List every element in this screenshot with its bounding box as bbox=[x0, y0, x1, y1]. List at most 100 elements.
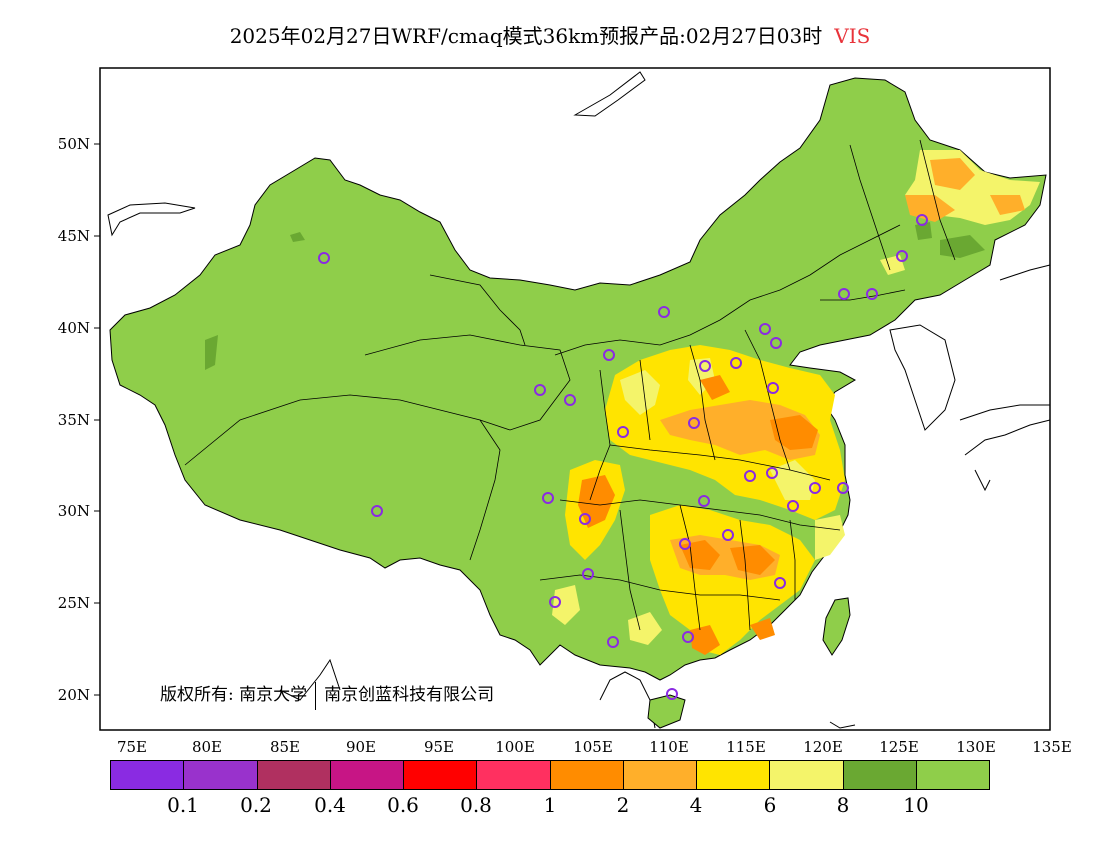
colorbar-segment bbox=[477, 761, 551, 789]
lat-label: 35N bbox=[57, 411, 90, 429]
lon-label: 135E bbox=[1032, 738, 1072, 756]
lat-label: 40N bbox=[57, 319, 90, 337]
area-xinjiang-dark-green bbox=[205, 232, 305, 370]
station-marker bbox=[666, 688, 678, 700]
area-north-plain-deep-orange bbox=[700, 375, 818, 450]
area-south-light-yellow bbox=[552, 585, 662, 645]
lon-label: 130E bbox=[956, 738, 996, 756]
lat-label: 20N bbox=[57, 686, 90, 704]
station-marker bbox=[770, 337, 782, 349]
colorbar-segment bbox=[404, 761, 478, 789]
station-marker bbox=[371, 505, 383, 517]
station-marker bbox=[607, 636, 619, 648]
lon-label: 95E bbox=[423, 738, 455, 756]
coastline-caspian bbox=[107, 202, 196, 237]
coastline-south bbox=[279, 658, 341, 701]
colorbar-tick-label: 0.1 bbox=[167, 793, 199, 817]
station-marker bbox=[787, 500, 799, 512]
colorbar-tick-label: 2 bbox=[616, 793, 630, 817]
area-northeast-orange bbox=[905, 158, 1025, 222]
coastline-philippines bbox=[829, 721, 856, 729]
colorbar-tick-label: 1 bbox=[543, 793, 557, 817]
lon-label: 80E bbox=[191, 738, 223, 756]
lon-label: 110E bbox=[649, 738, 689, 756]
province-borders bbox=[184, 139, 956, 631]
colorbar-segment bbox=[623, 761, 697, 789]
area-east-coast-yellow bbox=[815, 515, 845, 560]
map-title-text: 2025年02月27日WRF/cmaq模式36km预报产品:02月27日03时 bbox=[229, 24, 823, 48]
station-marker bbox=[767, 382, 779, 394]
colorbar-tick-label: 6 bbox=[763, 793, 777, 817]
station-marker bbox=[730, 357, 742, 369]
copyright-company: 南京创蓝科技有限公司 bbox=[324, 685, 495, 705]
station-marker bbox=[318, 252, 330, 264]
colorbar-tick-label: 0.8 bbox=[460, 793, 492, 817]
colorbar-tick-label: 0.4 bbox=[314, 793, 346, 817]
coastline-japan-sea bbox=[999, 264, 1051, 281]
lon-label: 115E bbox=[726, 738, 766, 756]
colorbar-tick-label: 0.6 bbox=[387, 793, 419, 817]
station-marker bbox=[916, 214, 928, 226]
coastline-japan bbox=[959, 404, 1051, 492]
station-marker bbox=[688, 417, 700, 429]
lat-label: 45N bbox=[57, 227, 90, 245]
station-marker bbox=[774, 577, 786, 589]
colorbar-tick-label: 4 bbox=[689, 793, 703, 817]
colorbar-segment bbox=[916, 761, 989, 789]
station-marker bbox=[679, 538, 691, 550]
colorbar-tick-label: 8 bbox=[836, 793, 850, 817]
colorbar-segment bbox=[770, 761, 844, 789]
taiwan-island bbox=[822, 597, 851, 656]
axis-ticks bbox=[94, 143, 100, 696]
coastline-sakhalin-sea bbox=[573, 71, 646, 117]
lat-label: 25N bbox=[57, 594, 90, 612]
colorbar-segment bbox=[111, 761, 185, 789]
variable-name: VIS bbox=[834, 24, 871, 48]
station-marker bbox=[549, 596, 561, 608]
lat-label: 50N bbox=[57, 135, 90, 153]
colorbar-segment bbox=[697, 761, 771, 789]
lon-label: 90E bbox=[345, 738, 377, 756]
station-marker bbox=[534, 384, 546, 396]
colorbar-tick-label: 0.2 bbox=[240, 793, 272, 817]
hainan-island bbox=[647, 694, 686, 729]
station-marker bbox=[744, 470, 756, 482]
area-central-deep-orange bbox=[680, 540, 775, 655]
area-north-plain-orange bbox=[660, 400, 820, 460]
station-marker bbox=[603, 349, 615, 361]
area-north-plain-light-yellow bbox=[620, 358, 815, 500]
copyright-divider bbox=[315, 681, 317, 710]
station-marker bbox=[866, 288, 878, 300]
station-marker bbox=[896, 250, 908, 262]
station-marker bbox=[759, 323, 771, 335]
colorbar-segment bbox=[257, 761, 331, 789]
lon-label: 105E bbox=[573, 738, 613, 756]
station-marker bbox=[722, 529, 734, 541]
station-marker bbox=[658, 306, 670, 318]
station-marker bbox=[542, 492, 554, 504]
lon-label: 75E bbox=[116, 738, 148, 756]
area-northeast-dark-green bbox=[915, 222, 985, 258]
lon-label: 125E bbox=[879, 738, 919, 756]
station-markers bbox=[318, 214, 928, 700]
colorbar-segment bbox=[330, 761, 404, 789]
colorbar bbox=[110, 760, 990, 790]
colorbar-segment bbox=[550, 761, 624, 789]
station-marker bbox=[682, 631, 694, 643]
map-title: 2025年02月27日WRF/cmaq模式36km预报产品:02月27日03时 V… bbox=[0, 20, 1100, 49]
lon-label: 120E bbox=[803, 738, 843, 756]
station-marker bbox=[838, 288, 850, 300]
station-marker bbox=[809, 482, 821, 494]
station-marker bbox=[582, 568, 594, 580]
colorbar-segment bbox=[184, 761, 258, 789]
colorbar-segment bbox=[843, 761, 917, 789]
copyright-university: 版权所有: 南京大学 bbox=[160, 685, 308, 705]
station-marker bbox=[564, 394, 576, 406]
station-marker bbox=[837, 482, 849, 494]
colorbar-tick-label: 10 bbox=[903, 793, 929, 817]
coastline-korea bbox=[889, 324, 956, 431]
copyright-notice: 版权所有: 南京大学 南京创蓝科技有限公司 bbox=[160, 680, 494, 710]
china-landmass bbox=[109, 77, 1047, 681]
station-marker bbox=[766, 467, 778, 479]
